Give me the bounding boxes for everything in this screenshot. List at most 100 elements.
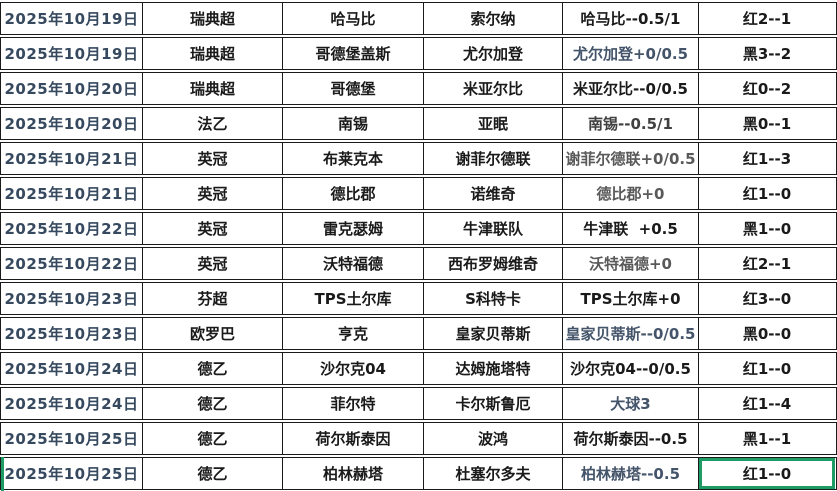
table-row: 2025年10月19日 瑞典超 哈马比 索尔纳 哈马比--0.5/1 红2--1: [0, 2, 837, 35]
match-date-cell[interactable]: 2025年10月20日: [4, 80, 139, 98]
home-team-cell[interactable]: 哈马比: [282, 3, 423, 34]
match-date-cell[interactable]: 2025年10月22日: [4, 220, 139, 238]
league-cell[interactable]: 瑞典超: [142, 38, 282, 69]
match-date-cell[interactable]: 2025年10月23日: [4, 290, 139, 308]
match-date-cell[interactable]: 2025年10月19日: [4, 10, 139, 28]
away-team-cell[interactable]: S科特卡: [423, 283, 562, 314]
match-date-cell[interactable]: 2025年10月22日: [4, 255, 139, 273]
away-team-cell[interactable]: 皇家贝蒂斯: [423, 318, 562, 349]
league-cell[interactable]: 欧罗巴: [142, 318, 282, 349]
home-team-cell[interactable]: 南锡: [282, 108, 423, 139]
result-cell[interactable]: 红2--1: [698, 3, 835, 34]
handicap-pick-cell[interactable]: 沃特福德+0: [562, 248, 698, 279]
handicap-pick-cell[interactable]: 德比郡+0: [562, 178, 698, 209]
handicap-pick-cell[interactable]: 米亚尔比--0/0.5: [562, 73, 698, 104]
match-date-cell[interactable]: 2025年10月21日: [4, 185, 139, 203]
table-row: 2025年10月25日 德乙 荷尔斯泰因 波鸿 荷尔斯泰因--0.5 黑1--1: [0, 422, 837, 455]
away-team-cell[interactable]: 西布罗姆维奇: [423, 248, 562, 279]
result-cell[interactable]: 红2--1: [698, 248, 835, 279]
home-team-cell[interactable]: 德比郡: [282, 178, 423, 209]
handicap-pick-cell[interactable]: 荷尔斯泰因--0.5: [562, 423, 698, 454]
league-cell[interactable]: 德乙: [142, 458, 282, 489]
home-team-cell[interactable]: 亨克: [282, 318, 423, 349]
home-team-cell[interactable]: 菲尔特: [282, 388, 423, 419]
away-team-cell[interactable]: 米亚尔比: [423, 73, 562, 104]
result-cell[interactable]: 黑1--0: [698, 213, 835, 244]
handicap-pick-cell[interactable]: 柏林赫塔--0.5: [562, 458, 698, 489]
result-cell[interactable]: 黑0--0: [698, 318, 835, 349]
match-date-cell[interactable]: 2025年10月24日: [4, 360, 139, 378]
handicap-pick-cell[interactable]: TPS土尔库+0: [562, 283, 698, 314]
away-team-cell[interactable]: 尤尔加登: [423, 38, 562, 69]
match-date-cell[interactable]: 2025年10月21日: [4, 150, 139, 168]
league-cell[interactable]: 德乙: [142, 388, 282, 419]
match-date-cell[interactable]: 2025年10月24日: [4, 395, 139, 413]
away-team-cell[interactable]: 卡尔斯鲁厄: [423, 388, 562, 419]
result-cell[interactable]: 黑1--1: [698, 423, 835, 454]
home-team-cell[interactable]: 荷尔斯泰因: [282, 423, 423, 454]
handicap-pick-cell[interactable]: 皇家贝蒂斯--0/0.5: [562, 318, 698, 349]
table-row: 2025年10月23日 芬超 TPS土尔库 S科特卡 TPS土尔库+0 红3--…: [0, 282, 837, 315]
league-cell[interactable]: 德乙: [142, 353, 282, 384]
row-selection-edge: [1, 457, 4, 491]
league-cell[interactable]: 英冠: [142, 248, 282, 279]
away-team-cell[interactable]: 达姆施塔特: [423, 353, 562, 384]
handicap-pick-cell[interactable]: 谢菲尔德联+0/0.5: [562, 143, 698, 174]
home-team-cell[interactable]: 哥德堡盖斯: [282, 38, 423, 69]
home-team-cell[interactable]: 布莱克本: [282, 143, 423, 174]
league-cell[interactable]: 德乙: [142, 423, 282, 454]
table-row: 2025年10月23日 欧罗巴 亨克 皇家贝蒂斯 皇家贝蒂斯--0/0.5 黑0…: [0, 317, 837, 350]
home-team-cell[interactable]: 沃特福德: [282, 248, 423, 279]
table-row: 2025年10月24日 德乙 菲尔特 卡尔斯鲁厄 大球3 红1--4: [0, 387, 837, 420]
away-team-cell[interactable]: 索尔纳: [423, 3, 562, 34]
home-team-cell[interactable]: 沙尔克04: [282, 353, 423, 384]
table-row: 2025年10月21日 英冠 德比郡 诺维奇 德比郡+0 红1--0: [0, 177, 837, 210]
table-row: 2025年10月20日 法乙 南锡 亚眠 南锡--0.5/1 黑0--1: [0, 107, 837, 140]
league-cell[interactable]: 英冠: [142, 143, 282, 174]
away-team-cell[interactable]: 诺维奇: [423, 178, 562, 209]
handicap-pick-cell[interactable]: 南锡--0.5/1: [562, 108, 698, 139]
match-date-cell[interactable]: 2025年10月20日: [4, 115, 139, 133]
home-team-cell[interactable]: 柏林赫塔: [282, 458, 423, 489]
result-cell[interactable]: 红1--0: [698, 178, 835, 209]
table-row: 2025年10月25日 德乙 柏林赫塔 杜塞尔多夫 柏林赫塔--0.5 红1--…: [0, 457, 837, 491]
away-team-cell[interactable]: 波鸿: [423, 423, 562, 454]
handicap-pick-cell[interactable]: 哈马比--0.5/1: [562, 3, 698, 34]
match-date-cell[interactable]: 2025年10月25日: [4, 430, 139, 448]
handicap-pick-cell[interactable]: 尤尔加登+0/0.5: [562, 38, 698, 69]
handicap-pick-cell[interactable]: 大球3: [562, 388, 698, 419]
result-cell[interactable]: 红1--3: [698, 143, 835, 174]
league-cell[interactable]: 英冠: [142, 178, 282, 209]
result-cell[interactable]: 黑0--1: [698, 108, 835, 139]
result-cell[interactable]: 红1--0: [698, 458, 835, 489]
away-team-cell[interactable]: 谢菲尔德联: [423, 143, 562, 174]
result-cell[interactable]: 红1--0: [698, 353, 835, 384]
league-cell[interactable]: 瑞典超: [142, 3, 282, 34]
match-date-cell[interactable]: 2025年10月19日: [4, 45, 139, 63]
league-cell[interactable]: 法乙: [142, 108, 282, 139]
table-row: 2025年10月24日 德乙 沙尔克04 达姆施塔特 沙尔克04--0/0.5 …: [0, 352, 837, 385]
match-date-cell[interactable]: 2025年10月23日: [4, 325, 139, 343]
result-cell[interactable]: 黑3--2: [698, 38, 835, 69]
result-cell[interactable]: 红1--4: [698, 388, 835, 419]
result-cell[interactable]: 红0--2: [698, 73, 835, 104]
away-team-cell[interactable]: 杜塞尔多夫: [423, 458, 562, 489]
away-team-cell[interactable]: 牛津联队: [423, 213, 562, 244]
home-team-cell[interactable]: 哥德堡: [282, 73, 423, 104]
home-team-cell[interactable]: 雷克瑟姆: [282, 213, 423, 244]
away-team-cell[interactable]: 亚眠: [423, 108, 562, 139]
league-cell[interactable]: 芬超: [142, 283, 282, 314]
table-row: 2025年10月19日 瑞典超 哥德堡盖斯 尤尔加登 尤尔加登+0/0.5 黑3…: [0, 37, 837, 70]
table-row: 2025年10月20日 瑞典超 哥德堡 米亚尔比 米亚尔比--0/0.5 红0-…: [0, 72, 837, 105]
handicap-pick-cell[interactable]: 牛津联 +0.5: [562, 213, 698, 244]
table-row: 2025年10月22日 英冠 沃特福德 西布罗姆维奇 沃特福德+0 红2--1: [0, 247, 837, 280]
league-cell[interactable]: 瑞典超: [142, 73, 282, 104]
league-cell[interactable]: 英冠: [142, 213, 282, 244]
table-row: 2025年10月22日 英冠 雷克瑟姆 牛津联队 牛津联 +0.5 黑1--0: [0, 212, 837, 245]
match-date-cell[interactable]: 2025年10月25日: [4, 465, 139, 483]
handicap-pick-cell[interactable]: 沙尔克04--0/0.5: [562, 353, 698, 384]
result-cell[interactable]: 红3--0: [698, 283, 835, 314]
home-team-cell[interactable]: TPS土尔库: [282, 283, 423, 314]
table-row: 2025年10月21日 英冠 布莱克本 谢菲尔德联 谢菲尔德联+0/0.5 红1…: [0, 142, 837, 175]
